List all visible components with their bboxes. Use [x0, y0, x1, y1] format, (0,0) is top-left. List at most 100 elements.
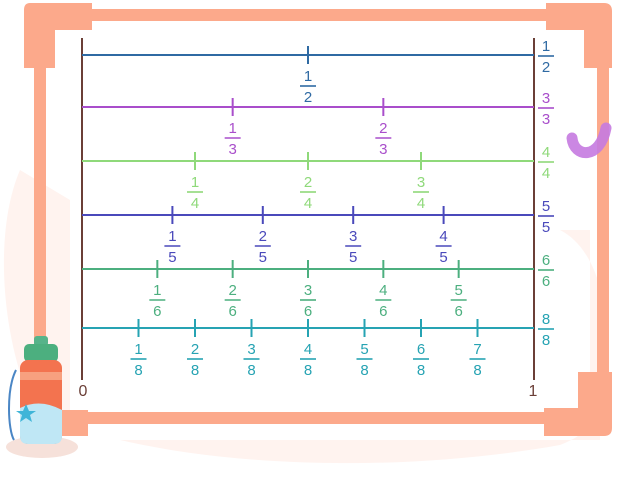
- end-label-halves-numerator: 1: [542, 38, 550, 55]
- label-1-4-denominator: 4: [191, 195, 199, 212]
- label-4-6-denominator: 6: [379, 303, 387, 320]
- frame-corner-top-left: [24, 3, 92, 68]
- label-3-4: 34: [413, 174, 429, 212]
- label-2-5: 25: [254, 228, 271, 266]
- label-3-5: 35: [345, 228, 362, 266]
- end-label-sixths-numerator: 6: [542, 252, 550, 269]
- label-2-5-denominator: 5: [259, 249, 267, 266]
- end-label-eighths: 88: [538, 311, 554, 349]
- axis-layer: [81, 38, 535, 380]
- label-4-5-numerator: 4: [439, 228, 447, 245]
- label-1-8: 18: [130, 341, 147, 379]
- label-2-3-numerator: 2: [379, 120, 387, 137]
- label-1-2-denominator: 2: [304, 89, 312, 106]
- label-7-8-numerator: 7: [473, 341, 481, 358]
- label-2-3: 23: [375, 120, 392, 158]
- water-bottle-icon: [6, 336, 78, 458]
- label-2-3-denominator: 3: [379, 141, 387, 158]
- end-label-eighths-denominator: 8: [542, 332, 550, 349]
- label-6-8-denominator: 8: [417, 362, 425, 379]
- label-3-5-denominator: 5: [349, 249, 357, 266]
- label-1-8-denominator: 8: [134, 362, 142, 379]
- picture-frame: [24, 3, 612, 436]
- end-label-halves: 12: [538, 38, 554, 76]
- label-5-6-numerator: 5: [454, 282, 462, 299]
- one-label: 1: [529, 383, 538, 400]
- label-3-5-numerator: 3: [349, 228, 357, 245]
- label-7-8-denominator: 8: [473, 362, 481, 379]
- label-1-3-numerator: 1: [228, 120, 236, 137]
- label-6-8-numerator: 6: [417, 341, 425, 358]
- end-label-thirds-numerator: 3: [542, 90, 550, 107]
- label-4-6: 46: [375, 282, 392, 320]
- label-5-6: 56: [450, 282, 467, 320]
- label-3-6-numerator: 3: [304, 282, 312, 299]
- label-1-6: 16: [149, 282, 166, 320]
- frame-bottom-bar: [60, 412, 560, 424]
- label-1-8-numerator: 1: [134, 341, 142, 358]
- label-4-8: 48: [300, 341, 316, 379]
- end-label-halves-denominator: 2: [542, 59, 550, 76]
- label-2-8: 28: [187, 341, 203, 379]
- label-3-8: 38: [243, 341, 260, 379]
- label-4-5-denominator: 5: [439, 249, 447, 266]
- label-5-6-denominator: 6: [454, 303, 462, 320]
- label-1-5: 15: [164, 228, 181, 266]
- label-1-6-numerator: 1: [153, 282, 161, 299]
- label-5-8-denominator: 8: [360, 362, 368, 379]
- label-2-6-denominator: 6: [228, 303, 236, 320]
- label-2-8-numerator: 2: [191, 341, 199, 358]
- end-label-sixths-denominator: 6: [542, 273, 550, 290]
- frame-corner-bottom-right: [544, 372, 612, 436]
- label-3-4-denominator: 4: [417, 195, 425, 212]
- end-label-thirds: 33: [538, 90, 554, 128]
- label-4-8-numerator: 4: [304, 341, 312, 358]
- label-2-6-numerator: 2: [228, 282, 236, 299]
- end-label-fifths-denominator: 5: [542, 219, 550, 236]
- label-3-6: 36: [300, 282, 316, 320]
- label-2-5-numerator: 2: [259, 228, 267, 245]
- label-1-2: 12: [300, 68, 316, 106]
- label-2-4-denominator: 4: [304, 195, 312, 212]
- end-label-sixths: 66: [538, 252, 554, 290]
- zero-label: 0: [79, 383, 88, 400]
- label-5-8-numerator: 5: [360, 341, 368, 358]
- frame-top-bar: [60, 9, 560, 21]
- end-label-fifths: 55: [538, 198, 554, 236]
- end-label-fifths-numerator: 5: [542, 198, 550, 215]
- label-2-4: 24: [300, 174, 316, 212]
- purple-hook-decoration: [566, 122, 612, 159]
- end-label-quarters-denominator: 4: [542, 165, 550, 182]
- label-6-8: 68: [413, 341, 429, 379]
- label-3-8-numerator: 3: [247, 341, 255, 358]
- label-1-3-denominator: 3: [228, 141, 236, 158]
- label-3-6-denominator: 6: [304, 303, 312, 320]
- fraction-rows: 1212132333142434441525354555162636465666…: [82, 38, 554, 379]
- label-1-3: 13: [224, 120, 241, 158]
- label-4-6-numerator: 4: [379, 282, 387, 299]
- label-7-8: 78: [469, 341, 486, 379]
- end-label-eighths-numerator: 8: [542, 311, 550, 328]
- end-label-quarters: 44: [538, 144, 554, 182]
- frame-left-bar: [34, 40, 46, 410]
- label-2-8-denominator: 8: [191, 362, 199, 379]
- end-label-thirds-denominator: 3: [542, 111, 550, 128]
- label-1-4: 14: [187, 174, 203, 212]
- label-3-8-denominator: 8: [247, 362, 255, 379]
- label-3-4-numerator: 3: [417, 174, 425, 191]
- label-5-8: 58: [356, 341, 373, 379]
- label-1-5-numerator: 1: [168, 228, 176, 245]
- label-4-5: 45: [435, 228, 452, 266]
- label-1-5-denominator: 5: [168, 249, 176, 266]
- frame-corner-top-right: [546, 3, 612, 68]
- frame-right-bar: [597, 40, 609, 400]
- label-1-6-denominator: 6: [153, 303, 161, 320]
- end-label-quarters-numerator: 4: [542, 144, 550, 161]
- label-2-6: 26: [224, 282, 241, 320]
